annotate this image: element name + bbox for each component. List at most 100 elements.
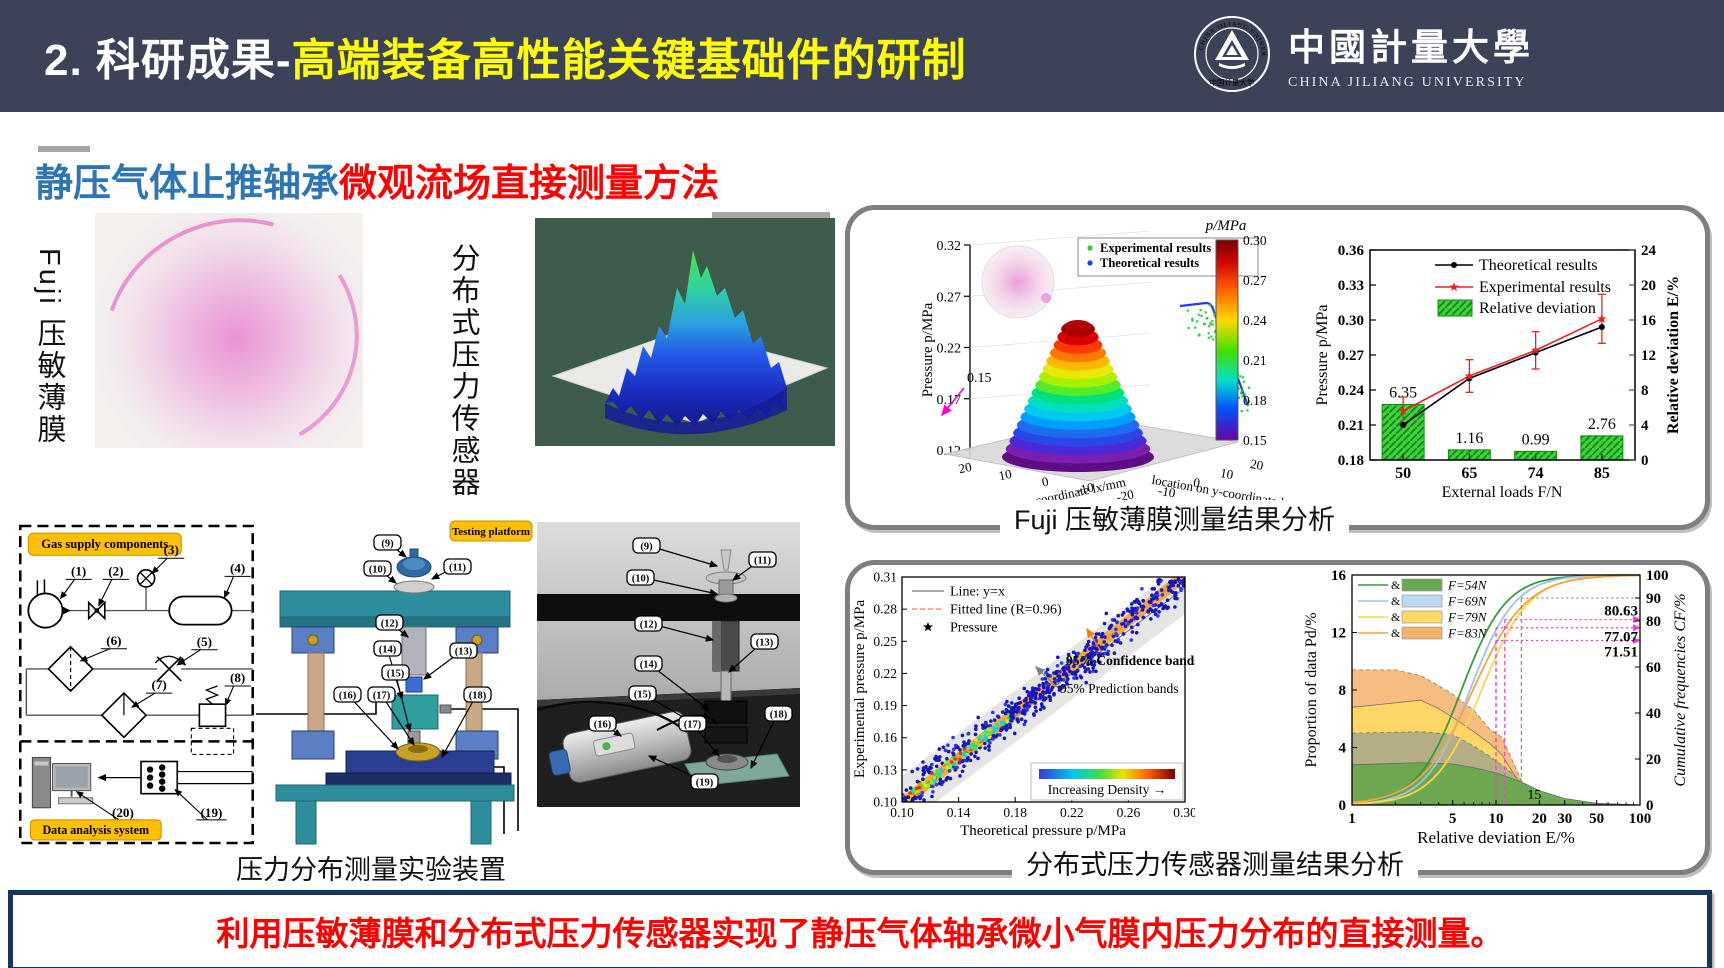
svg-text:(7): (7) — [152, 677, 167, 692]
svg-text:(1): (1) — [71, 563, 86, 578]
svg-text:0: 0 — [1040, 474, 1049, 490]
svg-text:-10: -10 — [1075, 479, 1095, 497]
svg-text:71.51: 71.51 — [1604, 645, 1638, 661]
svg-text:(19): (19) — [696, 778, 714, 789]
svg-text:0.30: 0.30 — [1338, 313, 1364, 329]
svg-text:0.99: 0.99 — [1522, 431, 1550, 448]
svg-text:40: 40 — [1646, 706, 1661, 722]
svg-text:F=83N: F=83N — [1447, 626, 1488, 641]
svg-text:0.22: 0.22 — [937, 342, 962, 357]
svg-text:(16): (16) — [594, 720, 612, 731]
university-name-cn: 中國計量大學 — [1288, 28, 1534, 69]
svg-text:0.31: 0.31 — [873, 570, 897, 585]
svg-text:8: 8 — [1641, 383, 1649, 399]
title-highlight: 高端装备高性能关键基础件的研制 — [291, 36, 967, 85]
svg-text:&: & — [1391, 626, 1401, 640]
svg-text:0.27: 0.27 — [1243, 273, 1267, 288]
university-name: 中國計量大學 CHINA JILIANG UNIVERSITY — [1288, 17, 1534, 91]
svg-text:0.21: 0.21 — [1243, 353, 1267, 368]
svg-text:0.25: 0.25 — [873, 634, 897, 649]
svg-text:6.35: 6.35 — [1389, 384, 1417, 401]
svg-text:24: 24 — [1641, 243, 1657, 259]
sensor-surface-image — [535, 218, 835, 446]
svg-text:65: 65 — [1461, 465, 1477, 482]
svg-text:80.63: 80.63 — [1604, 604, 1638, 620]
svg-text:95% Prediction bands: 95% Prediction bands — [1060, 681, 1178, 696]
svg-text:80: 80 — [1646, 614, 1661, 630]
svg-text:4: 4 — [1339, 741, 1347, 757]
svg-text:Relative deviation E/%: Relative deviation E/% — [1417, 828, 1575, 847]
svg-text:Relative deviation E/%: Relative deviation E/% — [1665, 276, 1682, 434]
svg-text:中国计量大学: 中国计量大学 — [1210, 77, 1255, 87]
svg-text:(12): (12) — [381, 619, 399, 630]
svg-text:Pressure p/MPa: Pressure p/MPa — [920, 302, 936, 397]
fuji-results-panel — [845, 205, 1710, 530]
svg-text:0.18: 0.18 — [1243, 393, 1267, 408]
university-logo: CHINA JILIANG UNIVERSITY中国计量大学 中國計量大學 CH… — [1192, 14, 1534, 94]
svg-text:0.13: 0.13 — [873, 762, 897, 777]
fuji-film-label: Fuji 压敏薄膜 — [33, 248, 65, 446]
svg-text:15: 15 — [1527, 788, 1541, 803]
pressure-blob — [95, 213, 363, 448]
header-bar: 2. 科研成果-高端装备高性能关键基础件的研制 CHINA JILIANG UN… — [0, 0, 1724, 112]
section-subtitle: 静压气体止推轴承微观流场直接测量方法 — [35, 152, 719, 207]
svg-text:Cumulative frequencies CF/%: Cumulative frequencies CF/% — [1672, 593, 1689, 786]
svg-text:50: 50 — [1589, 811, 1604, 827]
svg-text:(6): (6) — [106, 633, 121, 648]
svg-text:12: 12 — [1331, 626, 1346, 642]
svg-text:74: 74 — [1528, 465, 1544, 482]
svg-text:(2): (2) — [108, 563, 123, 578]
svg-text:100: 100 — [1629, 811, 1652, 827]
svg-text:&: & — [1391, 594, 1401, 608]
svg-text:4: 4 — [1641, 418, 1649, 434]
setup-caption: 压力分布测量实验装置 — [222, 850, 520, 890]
svg-text:10: 10 — [1489, 811, 1504, 827]
svg-text:(14): (14) — [379, 645, 397, 656]
svg-text:20: 20 — [1532, 811, 1547, 827]
svg-text:External loads F/N: External loads F/N — [1442, 484, 1563, 501]
svg-text:0.16: 0.16 — [873, 730, 897, 745]
svg-text:0.36: 0.36 — [1338, 243, 1365, 259]
svg-text:0.33: 0.33 — [1338, 278, 1364, 294]
svg-text:Theoretical results: Theoretical results — [1100, 256, 1199, 270]
svg-text:16: 16 — [1641, 313, 1657, 329]
testing-platform-drawing: Testing platform (9) (10) (11) (12) (13) (14) (… — [256, 520, 533, 845]
svg-text:(11): (11) — [754, 556, 771, 567]
svg-text:0.19: 0.19 — [873, 698, 897, 713]
svg-text:F=54N: F=54N — [1447, 578, 1488, 593]
svg-text:(15): (15) — [387, 669, 405, 680]
svg-text:(11): (11) — [449, 563, 466, 574]
svg-text:Theoretical pressure p/MPa: Theoretical pressure p/MPa — [960, 823, 1126, 839]
sensor-label: 分布式压力传感器 — [447, 243, 479, 499]
svg-text:0.14: 0.14 — [947, 805, 971, 820]
svg-text:20: 20 — [957, 459, 973, 476]
svg-text:85: 85 — [1594, 465, 1610, 482]
svg-text:12: 12 — [1641, 348, 1656, 364]
svg-text:(12): (12) — [640, 620, 658, 631]
svg-text:(8): (8) — [230, 670, 245, 685]
svg-text:20: 20 — [1646, 752, 1661, 768]
svg-text:10: 10 — [1219, 465, 1234, 482]
subtitle-blue: 静压气体止推轴承 — [35, 163, 340, 205]
svg-text:(9): (9) — [640, 542, 653, 553]
testing-platform-photo: (9) (10) (11) (12) (13) (14) (15) (16) (17) (18) (… — [537, 522, 800, 807]
svg-text:20: 20 — [1641, 278, 1656, 294]
svg-text:Pressure: Pressure — [950, 621, 997, 636]
svg-text:Pressure p/MPa: Pressure p/MPa — [1314, 305, 1331, 406]
sensor-panel-caption: 分布式压力传感器测量结果分析 — [1012, 845, 1418, 885]
svg-text:0.26: 0.26 — [1117, 805, 1141, 820]
svg-text:(10): (10) — [632, 574, 650, 585]
svg-text:-10: -10 — [1157, 483, 1177, 501]
svg-text:Experimental results: Experimental results — [1479, 279, 1611, 296]
svg-text:0.27: 0.27 — [1338, 348, 1365, 364]
fuji-panel-caption: Fuji 压敏薄膜测量结果分析 — [1000, 500, 1350, 540]
svg-text:Line: y=x: Line: y=x — [950, 585, 1005, 600]
svg-text:100: 100 — [1646, 568, 1669, 584]
svg-text:(18): (18) — [469, 691, 487, 702]
svg-text:Increasing Density →: Increasing Density → — [1048, 782, 1166, 797]
svg-text:5: 5 — [1449, 811, 1457, 827]
svg-text:0.10: 0.10 — [890, 805, 914, 820]
svg-text:0: 0 — [1339, 798, 1347, 814]
